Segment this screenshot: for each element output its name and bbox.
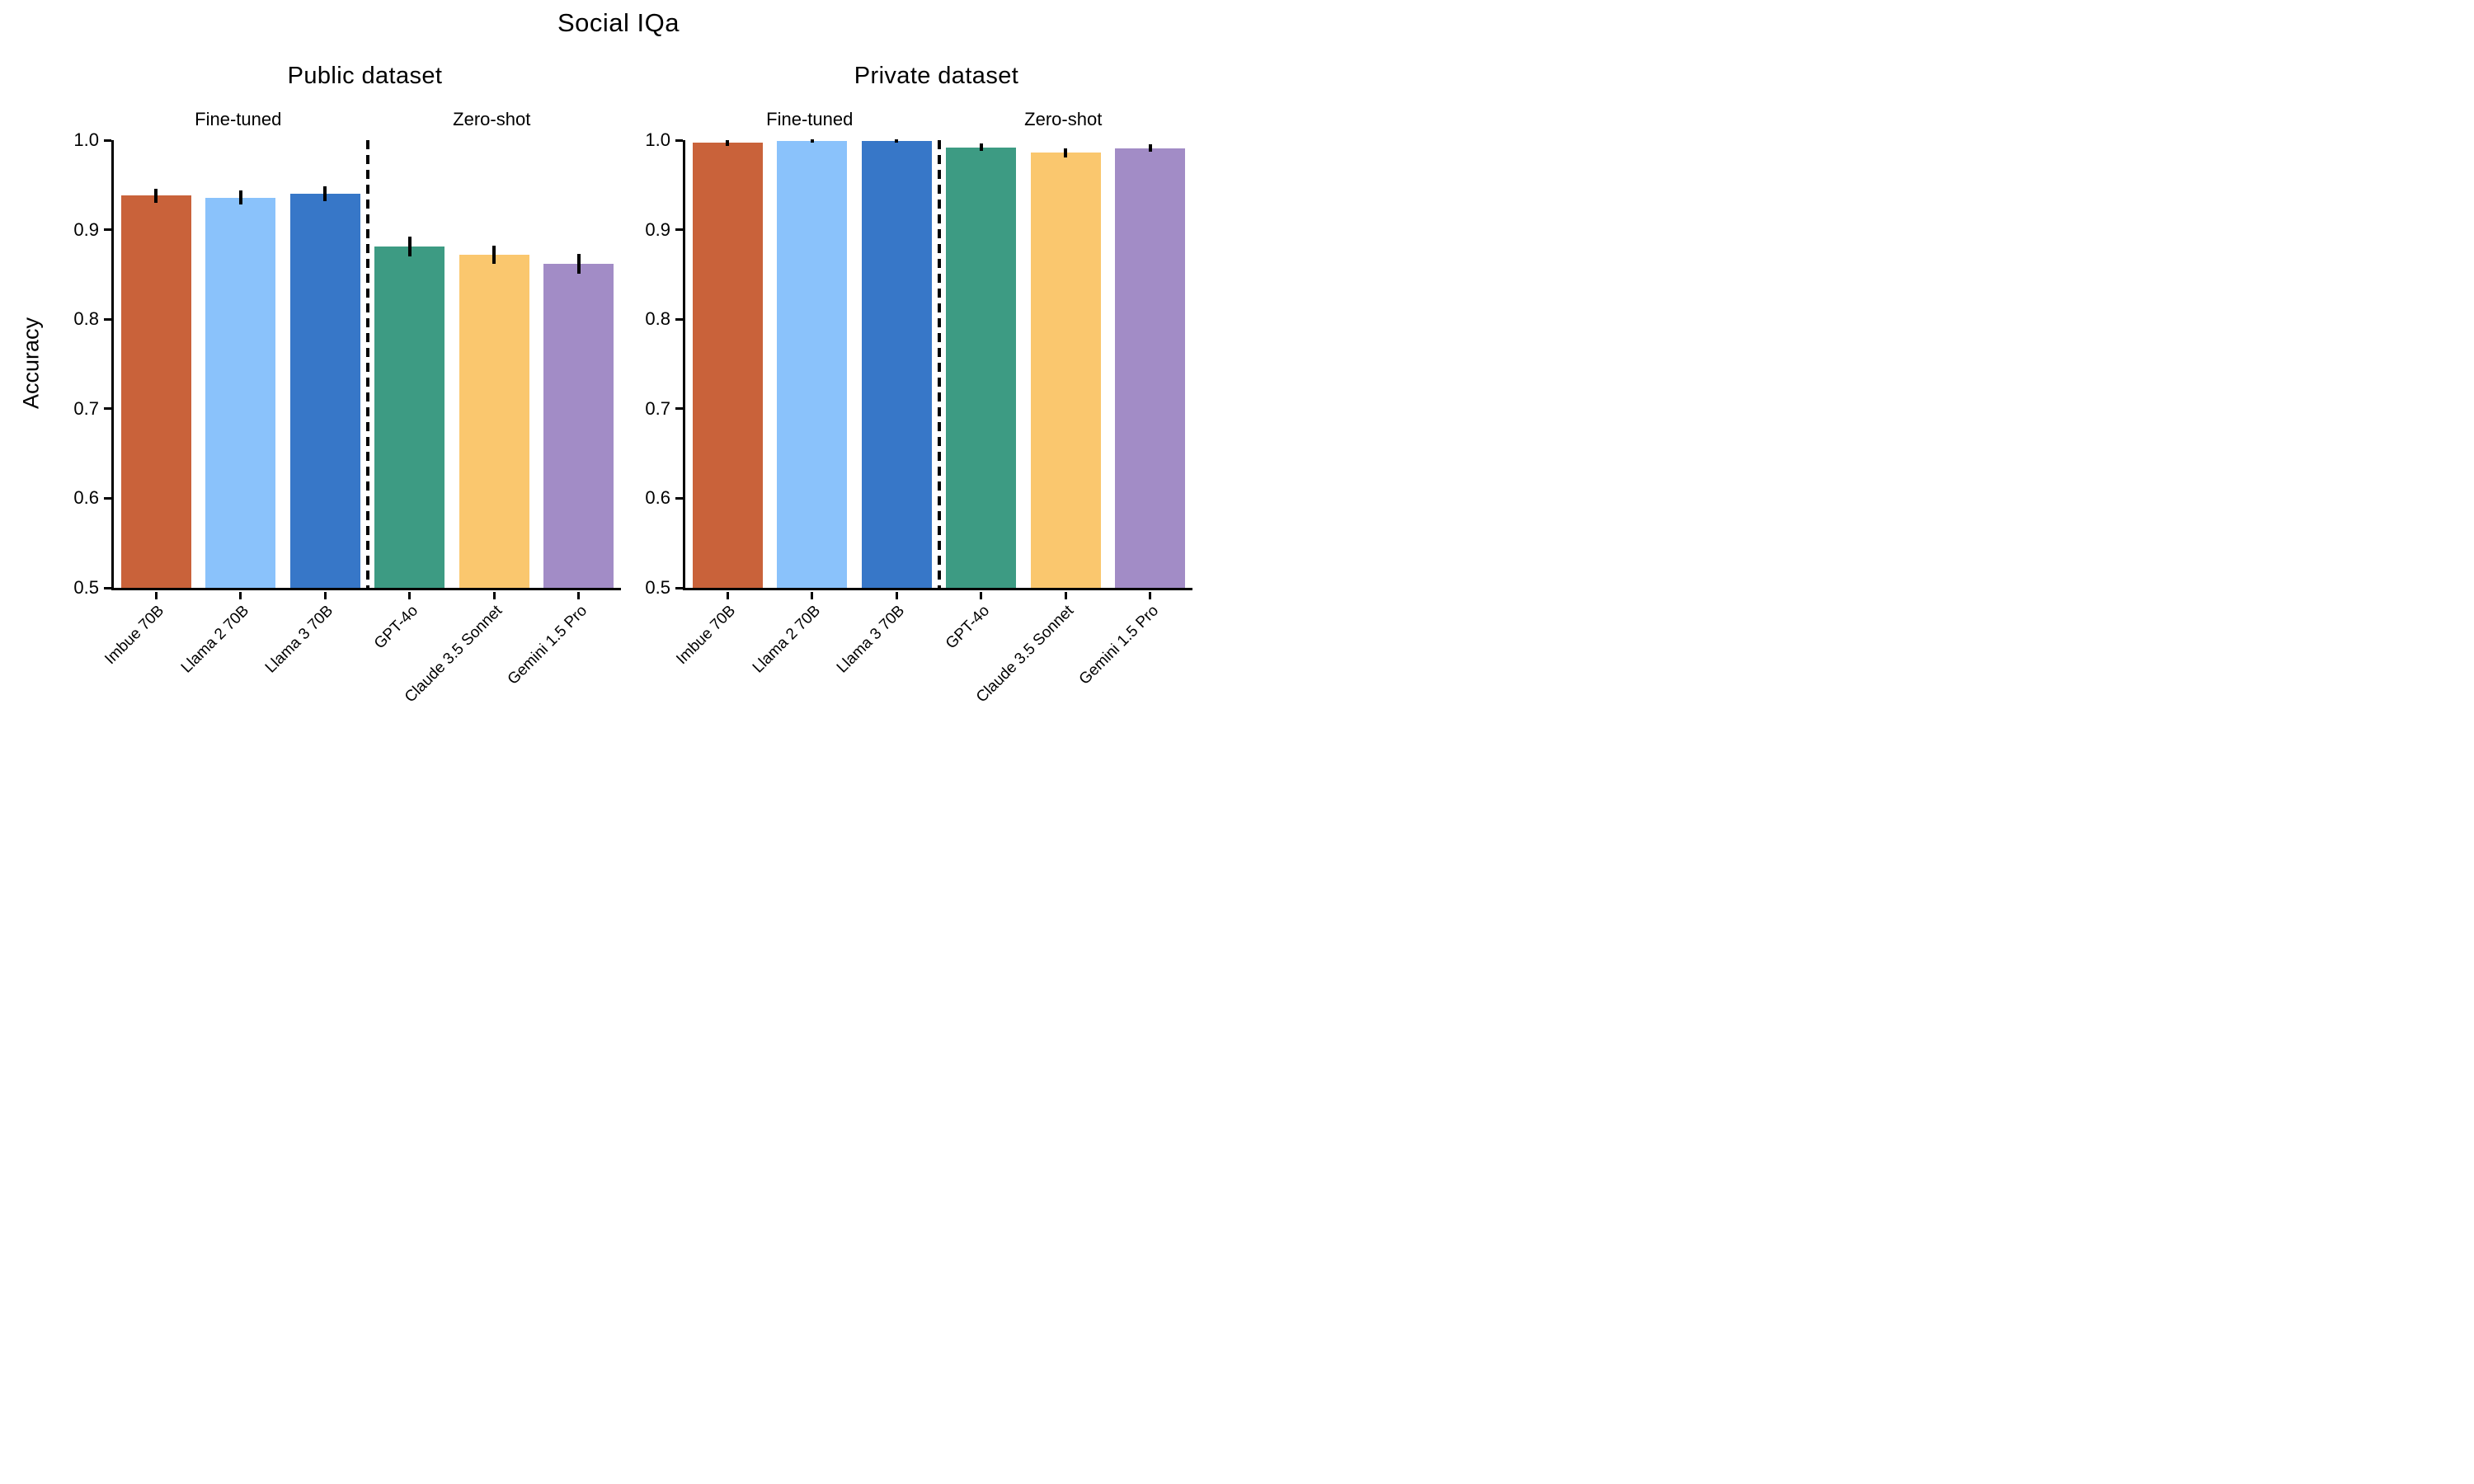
bar-claude-3-5-sonnet bbox=[459, 255, 529, 588]
group-label-fine-tuned: Fine-tuned bbox=[195, 109, 282, 129]
error-bar bbox=[154, 188, 158, 204]
x-axis-tick bbox=[323, 592, 327, 599]
bar-gpt-4o bbox=[946, 147, 1017, 588]
y-axis-tick bbox=[675, 228, 683, 232]
y-axis-tick-label: 0.8 bbox=[73, 308, 99, 330]
bar-gemini-1-5-pro bbox=[1115, 148, 1186, 588]
figure-title: Social IQa bbox=[557, 8, 680, 37]
figure-social-iqa: Social IQa Accuracy Public dataset Fine-… bbox=[0, 0, 1237, 742]
group-label-zero-shot: Zero-shot bbox=[453, 109, 531, 129]
y-axis-tick-label: 0.9 bbox=[73, 218, 99, 240]
x-axis-tick bbox=[895, 592, 898, 599]
y-axis-tick bbox=[104, 228, 111, 232]
x-axis-tick bbox=[980, 592, 983, 599]
y-axis-tick bbox=[675, 496, 683, 500]
y-axis-tick bbox=[104, 407, 111, 411]
subplot-title-private: Private dataset bbox=[854, 63, 1019, 89]
error-bar bbox=[323, 186, 327, 201]
y-axis-tick-label: 0.9 bbox=[645, 218, 670, 240]
y-axis-tick bbox=[104, 496, 111, 500]
x-axis-tick bbox=[1149, 592, 1152, 599]
y-axis-tick bbox=[675, 317, 683, 321]
error-bar bbox=[810, 139, 814, 143]
x-axis-tick-label: Gemini 1.5 Pro bbox=[1075, 602, 1162, 688]
y-axis-tick-label: 0.7 bbox=[645, 397, 670, 419]
y-axis-tick-label: 0.8 bbox=[645, 308, 670, 330]
bar-gemini-1-5-pro bbox=[543, 263, 614, 588]
x-axis-tick bbox=[1064, 592, 1067, 599]
error-bar bbox=[1064, 148, 1068, 157]
subplot-public-dataset: Public dataset Fine-tuned Zero-shot 1.0 0… bbox=[73, 63, 621, 706]
y-axis-tick-label: 0.6 bbox=[645, 487, 670, 509]
y-axis-tick-label: 0.6 bbox=[73, 487, 99, 509]
y-axis-tick-label: 0.5 bbox=[73, 577, 99, 598]
x-axis-tick bbox=[408, 592, 412, 599]
x-axis-tick bbox=[726, 592, 729, 599]
y-axis-tick-label: 1.0 bbox=[645, 129, 670, 150]
error-bar bbox=[895, 139, 899, 143]
bar-claude-3-5-sonnet bbox=[1030, 153, 1101, 588]
bar-llama-2-70b bbox=[777, 141, 848, 588]
group-separator-dashed-line bbox=[365, 140, 369, 588]
x-axis-tick bbox=[811, 592, 814, 599]
error-bar bbox=[492, 246, 496, 264]
bar-gpt-4o bbox=[374, 247, 445, 588]
group-separator-dashed-line bbox=[937, 140, 941, 588]
y-axis-tick-label: 1.0 bbox=[73, 129, 99, 150]
y-axis-tick bbox=[104, 139, 111, 142]
group-label-zero-shot: Zero-shot bbox=[1024, 109, 1103, 129]
subplot-private-dataset: Private dataset Fine-tuned Zero-shot 1.0… bbox=[645, 63, 1192, 706]
x-axis-tick bbox=[492, 592, 496, 599]
y-axis-tick bbox=[675, 407, 683, 411]
bar-llama-3-70b bbox=[861, 141, 932, 588]
x-axis-tick bbox=[577, 592, 581, 599]
y-axis-tick-label: 0.5 bbox=[645, 577, 670, 598]
bar-imbue-70b bbox=[692, 143, 763, 588]
error-bar bbox=[979, 143, 983, 152]
bar-llama-3-70b bbox=[289, 194, 360, 588]
error-bar bbox=[726, 140, 730, 146]
bar-imbue-70b bbox=[120, 195, 191, 588]
error-bar bbox=[576, 253, 581, 274]
x-axis-tick-label: Gemini 1.5 Pro bbox=[504, 602, 590, 688]
x-axis-tick bbox=[239, 592, 242, 599]
y-axis-tick bbox=[675, 586, 683, 589]
bar-llama-2-70b bbox=[205, 197, 276, 588]
plot-area-public: 1.0 0.9 0.8 0.7 0.6 0.5 Imbue 70B Llama 2 70B Ll… bbox=[73, 131, 621, 706]
y-axis-tick bbox=[104, 317, 111, 321]
error-bar bbox=[238, 190, 242, 205]
group-label-fine-tuned: Fine-tuned bbox=[766, 109, 854, 129]
subplot-title-public: Public dataset bbox=[287, 63, 443, 89]
x-axis-tick bbox=[154, 592, 158, 599]
plot-area-private: 1.0 0.9 0.8 0.7 0.6 0.5 Imbue 70B Llama 2 70B Ll… bbox=[645, 131, 1192, 706]
y-axis-tick-label: 0.7 bbox=[73, 397, 99, 419]
y-axis-tick bbox=[675, 139, 683, 142]
error-bar bbox=[1148, 144, 1152, 153]
y-axis-label: Accuracy bbox=[18, 317, 44, 410]
y-axis-tick bbox=[104, 586, 111, 589]
error-bar bbox=[407, 237, 412, 257]
